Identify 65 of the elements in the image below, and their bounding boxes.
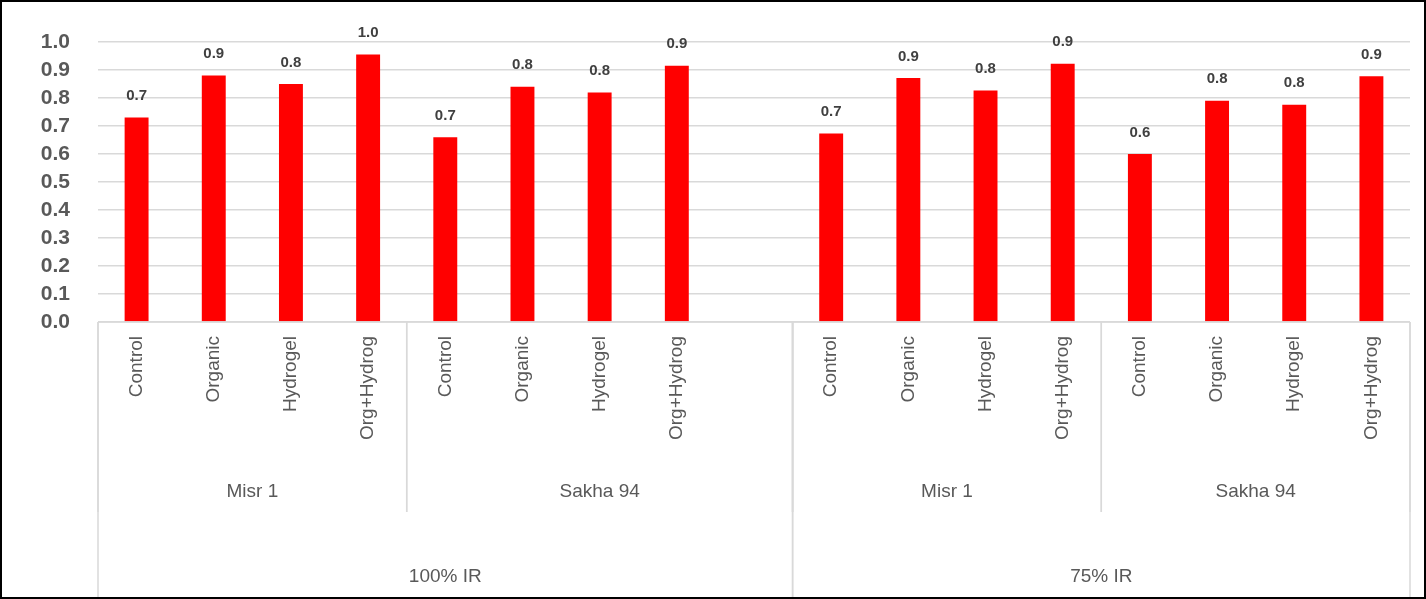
bar [433,137,458,322]
data-label: 0.6 [1129,122,1151,140]
x-tick-label: Org+Hydrog [356,336,378,441]
x-tick-label: Hydrogel [973,336,995,413]
data-label: 0.9 [1360,44,1382,62]
data-label: 0.9 [666,34,688,52]
x-tick-label: Hydrogel [279,336,301,413]
bar [1282,104,1307,322]
bar [1205,100,1230,322]
x-tick-label: Org+Hydrog [1359,336,1381,441]
y-tick-label: 0.1 [40,280,71,304]
x-tick-label: Organic [510,336,532,403]
text: Sakha 94 [559,480,641,502]
bar [1359,76,1384,322]
y-tick-label: 0.7 [40,112,70,136]
text: 100% IR [408,565,482,587]
x-tick-label: Hydrogel [587,336,609,413]
y-tick-label: 0.9 [40,56,70,80]
bar [1050,63,1075,322]
x-tick-label: Control [1128,336,1150,398]
y-tick-label: 0.5 [40,168,71,192]
x-tick-label: Organic [1205,336,1227,403]
bar [973,90,998,322]
y-tick-label: 1.0 [40,28,70,52]
y-tick-label: 0.6 [40,140,70,164]
bar [896,78,921,322]
bar [278,84,303,322]
data-label: 0.9 [897,46,919,64]
bar [1127,154,1152,322]
data-label: 0.8 [512,55,533,73]
bar [664,65,689,322]
bar [124,117,149,322]
data-label: 0.7 [126,86,148,104]
y-tick-label: 0.3 [40,224,70,248]
bar [356,54,381,322]
text: 75% IR [1070,565,1133,587]
x-tick-label: Control [819,336,841,398]
data-label: 0.9 [1052,32,1074,50]
text: Misr 1 [226,480,279,502]
x-tick-label: Org+Hydrog [665,336,687,441]
x-tick-label: Control [124,336,146,398]
x-tick-label: Control [433,336,455,398]
data-label: 0.8 [1206,69,1228,87]
bar [587,92,612,322]
data-label: 0.9 [203,44,225,62]
text: Misr 1 [921,480,973,502]
data-label: 0.7 [434,105,456,123]
bar [819,133,844,322]
x-tick-label: Organic [896,336,918,403]
data-label: 0.8 [280,52,302,70]
x-tick-label: Org+Hydrog [1050,336,1072,441]
text: Sakha 94 [1215,480,1297,502]
x-tick-label: Organic [202,336,223,403]
data-label: 0.7 [820,102,842,120]
bar [201,75,226,322]
bar [510,86,535,322]
data-label: 0.8 [1283,73,1305,91]
y-tick-label: 0.2 [40,252,70,276]
x-tick-label: Hydrogel [1282,336,1304,413]
y-tick-label: 0.8 [40,84,71,108]
data-label: 0.8 [589,61,611,79]
y-tick-label: 0.0 [40,308,70,332]
y-tick-label: 0.4 [40,196,71,220]
data-label: 1.0 [357,23,379,41]
data-label: 0.8 [975,59,996,77]
